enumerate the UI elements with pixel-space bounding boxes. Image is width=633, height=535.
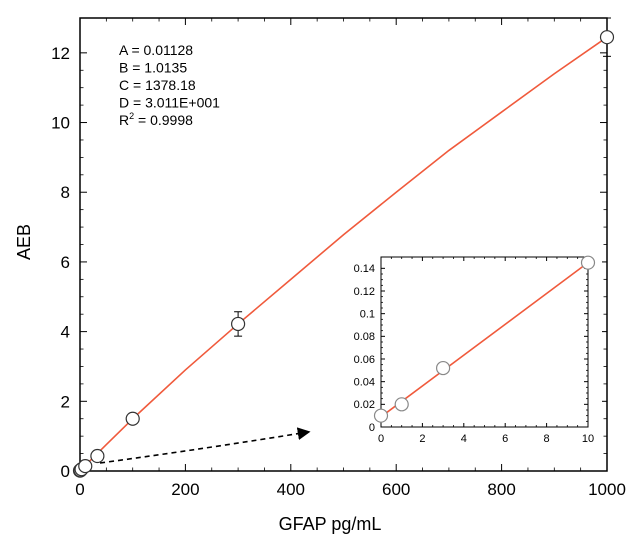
y-tick-label: 12 — [51, 44, 70, 63]
x-tick-label: 4 — [461, 433, 467, 445]
zoom-arrow — [99, 427, 311, 464]
y-tick-label: 10 — [51, 113, 70, 132]
fit-parameter-r: R2 = 0.9998 — [119, 111, 193, 128]
data-point — [125, 411, 140, 426]
data-point — [436, 360, 451, 376]
y-tick-label: 6 — [61, 253, 70, 272]
x-tick-label: 800 — [487, 480, 515, 499]
inset-data-points — [373, 255, 596, 423]
y-tick-label: 0.02 — [354, 399, 375, 411]
y-tick-label: 0.08 — [354, 331, 375, 343]
x-tick-label: 400 — [277, 480, 305, 499]
x-tick-label: 0 — [75, 480, 84, 499]
y-tick-label: 0.12 — [354, 286, 375, 298]
x-tick-label: 0 — [378, 433, 384, 445]
fit-parameter-c: C = 1378.18 — [119, 77, 196, 93]
x-tick-label: 10 — [582, 433, 594, 445]
x-tick-label: 8 — [544, 433, 550, 445]
inset-background — [340, 248, 602, 463]
data-point — [599, 30, 615, 45]
x-axis-title: GFAP pg/mL — [279, 514, 382, 534]
y-axis-title: AEB — [14, 224, 34, 260]
fit-parameter-a: A = 0.01128 — [119, 42, 193, 58]
fit-parameter-d: D = 3.011E+001 — [119, 95, 220, 111]
x-tick-label: 600 — [382, 480, 410, 499]
inset-ticks — [380, 257, 589, 428]
data-point — [580, 255, 596, 270]
y-tick-label: 0.14 — [354, 263, 375, 275]
data-point — [373, 408, 389, 423]
data-point — [394, 397, 409, 412]
x-tick-label: 2 — [419, 433, 425, 445]
inset-plot: 0 2 4 6 8 10 0 0.02 0.04 0.06 0.08 0.1 0.12 0.14 — [340, 248, 602, 463]
y-tick-label: 0.04 — [354, 377, 375, 389]
y-tick-label: 0.1 — [360, 309, 375, 321]
inset-fit-curve — [380, 262, 589, 418]
main-data-points — [72, 17, 615, 478]
y-tick-label: 4 — [61, 323, 70, 342]
x-tick-label: 1000 — [588, 480, 626, 499]
inset-tick-labels: 0 2 4 6 8 10 0 0.02 0.04 0.06 0.08 0.1 0.12 0.14 — [354, 263, 595, 445]
data-point — [78, 459, 93, 474]
fit-parameter-b: B = 1.0135 — [119, 60, 187, 76]
y-tick-label: 2 — [61, 392, 70, 411]
y-tick-label: 0 — [61, 462, 70, 481]
y-tick-label: 0 — [369, 422, 375, 434]
x-tick-label: 6 — [502, 433, 508, 445]
data-point — [231, 316, 246, 332]
data-point — [90, 448, 105, 464]
x-tick-label: 200 — [171, 480, 199, 499]
y-tick-label: 8 — [61, 183, 70, 202]
y-tick-label: 0.06 — [354, 354, 375, 366]
